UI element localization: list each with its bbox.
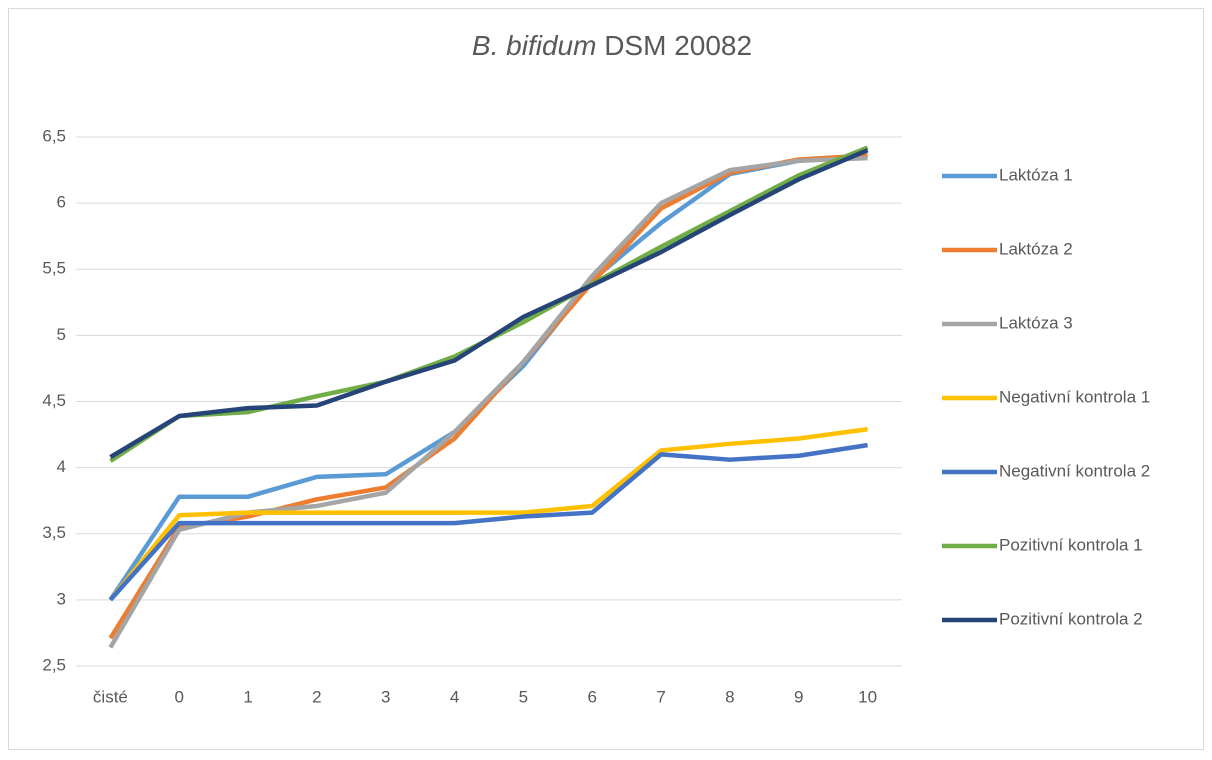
y-tick-label: 5,5 bbox=[42, 259, 66, 278]
x-tick-label: 1 bbox=[243, 687, 252, 706]
x-tick-label: 8 bbox=[725, 687, 734, 706]
x-tick-label: 6 bbox=[588, 687, 597, 706]
x-tick-label: čisté bbox=[93, 687, 128, 706]
title-text: DSM 20082 bbox=[604, 30, 752, 61]
x-tick-label: 4 bbox=[450, 687, 459, 706]
x-tick-label: 10 bbox=[858, 687, 877, 706]
x-tick-label: 7 bbox=[656, 687, 665, 706]
y-tick-label: 6,5 bbox=[42, 126, 66, 145]
legend-label: Pozitivní kontrola 1 bbox=[999, 535, 1143, 554]
series-line bbox=[108, 427, 868, 602]
chart-title: B. bifidum DSM 20082 bbox=[472, 30, 752, 61]
y-tick-label: 6 bbox=[57, 193, 66, 212]
x-tick-label: 5 bbox=[519, 687, 528, 706]
legend-label: Pozitivní kontrola 2 bbox=[999, 609, 1143, 628]
chart-border bbox=[8, 8, 1204, 750]
series-line bbox=[108, 155, 868, 649]
legend-label: Negativní kontrola 2 bbox=[999, 461, 1150, 480]
x-tick-label: 2 bbox=[312, 687, 321, 706]
legend-label: Negativní kontrola 1 bbox=[999, 387, 1150, 406]
series-line bbox=[109, 148, 869, 459]
y-tick-label: 3 bbox=[57, 589, 66, 608]
y-tick-label: 2,5 bbox=[42, 655, 66, 674]
y-tick-label: 3,5 bbox=[42, 523, 66, 542]
legend-label: Laktóza 1 bbox=[999, 165, 1073, 184]
x-tick-label: 9 bbox=[794, 687, 803, 706]
y-tick-label: 4,5 bbox=[42, 391, 66, 410]
series-line bbox=[108, 442, 868, 602]
x-tick-label: 0 bbox=[175, 687, 184, 706]
title-italic: B. bifidum bbox=[472, 30, 597, 61]
x-tick-label: 3 bbox=[381, 687, 390, 706]
legend-label: Laktóza 2 bbox=[999, 239, 1073, 258]
legend-label: Laktóza 3 bbox=[999, 313, 1073, 332]
y-tick-label: 4 bbox=[57, 457, 66, 476]
y-tick-label: 5 bbox=[57, 325, 66, 344]
